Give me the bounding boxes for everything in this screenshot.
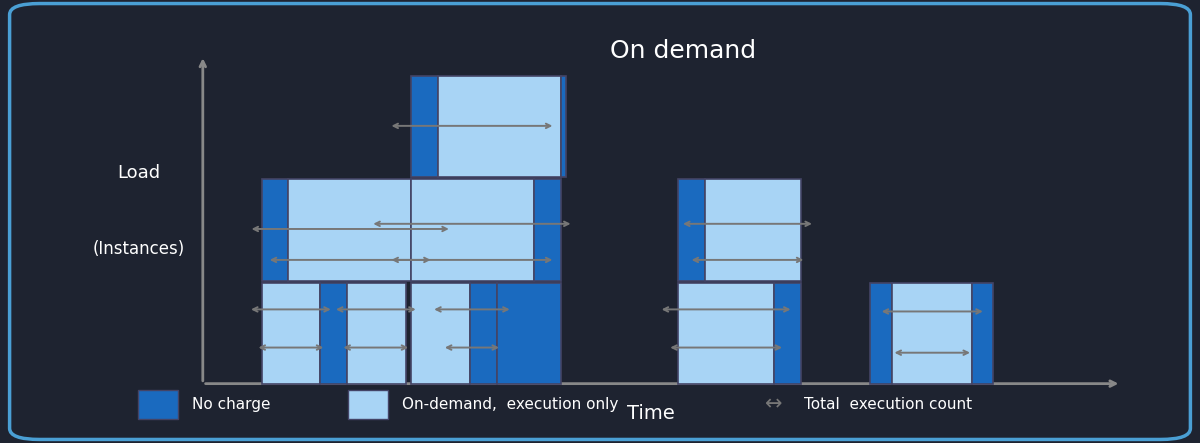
Bar [262,179,288,280]
Text: Load: Load [118,164,161,182]
Bar [678,283,774,384]
Bar [497,283,560,384]
Bar [347,283,406,384]
Text: No charge: No charge [192,397,270,412]
Text: ↔: ↔ [766,394,782,414]
Bar [972,283,994,384]
Text: Time: Time [628,404,676,423]
Bar [870,283,892,384]
Text: Total  execution count: Total execution count [804,397,972,412]
Bar [704,179,800,280]
Bar [438,76,560,178]
Text: On-demand,  execution only: On-demand, execution only [402,397,618,412]
Bar [534,179,560,280]
Bar [678,179,704,280]
Bar [262,283,320,384]
Bar [412,179,534,280]
Bar [288,179,412,280]
Bar [470,283,497,384]
Text: (Instances): (Instances) [92,240,185,258]
Bar [412,76,438,178]
Bar [560,76,566,178]
Text: On demand: On demand [611,39,756,63]
Bar [412,283,470,384]
Bar [320,283,347,384]
Bar [892,283,972,384]
Bar [774,283,800,384]
